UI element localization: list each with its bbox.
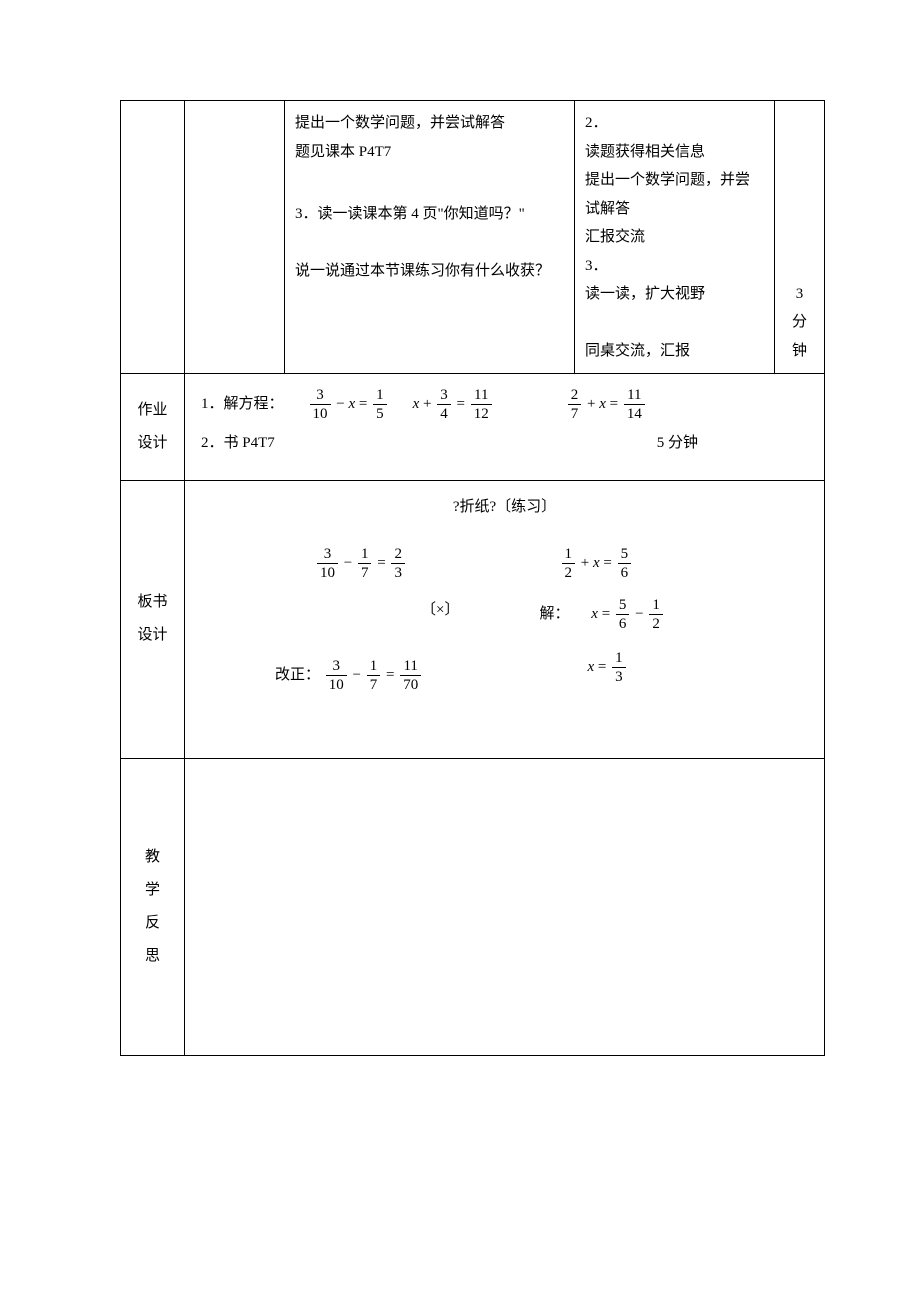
board-title: ?折纸?〔练习〕 [215, 493, 794, 522]
reflection-row: 教 学 反 思 [121, 758, 825, 1055]
hw-line2: 2．书 P4T7 [201, 429, 275, 458]
student-text-4: 汇报交流 [585, 223, 764, 252]
board-content-cell: ?折纸?〔练习〕 310 − 17 = 23 〔×〕 [185, 480, 825, 758]
board-columns: 310 − 17 = 23 〔×〕 改正： 310 [215, 539, 794, 730]
hw-time: 5 分钟 [657, 429, 808, 458]
student-text-5: 3． [585, 252, 764, 281]
correct-label: 改正： [275, 666, 320, 682]
board-label-cell: 板书设计 [121, 480, 185, 758]
homework-label: 作业设计 [131, 394, 174, 460]
student-text-1: 2． [585, 109, 764, 138]
board-left-correct: 改正： 310 − 17 = 1170 [215, 657, 470, 694]
board-right-solve: 解： x = 56 − 12 [540, 596, 795, 633]
student-activity-cell: 2． 读题获得相关信息 提出一个数学问题，并尝试解答 汇报交流 3． 读一读，扩… [575, 101, 775, 374]
reflection-label: 教 学 反 思 [131, 841, 174, 973]
teacher-activity-cell: 提出一个数学问题，并尝试解答 题见课本 P4T7 3．读一读课本第 4 页"你知… [285, 101, 575, 374]
board-label: 板书设计 [131, 586, 174, 652]
solve-label: 解： [540, 606, 570, 622]
row1-label-cell [121, 101, 185, 374]
hw-prefix: 1．解方程： [201, 390, 284, 419]
lesson-plan-table: 提出一个数学问题，并尝试解答 题见课本 P4T7 3．读一读课本第 4 页"你知… [120, 100, 825, 1056]
time-text-1: 3 分钟 [785, 280, 814, 366]
board-right-eq3: x = 13 [588, 649, 795, 686]
board-left-col: 310 − 17 = 23 〔×〕 改正： 310 [215, 539, 470, 730]
homework-label-cell: 作业设计 [121, 374, 185, 481]
activity-row: 提出一个数学问题，并尝试解答 题见课本 P4T7 3．读一读课本第 4 页"你知… [121, 101, 825, 374]
student-text-3: 提出一个数学问题，并尝试解答 [585, 166, 764, 223]
time-cell-1: 3 分钟 [775, 101, 825, 374]
homework-row: 作业设计 1．解方程： 310 − x = 15 x + 34 [121, 374, 825, 481]
teacher-text-2: 题见课本 P4T7 [295, 138, 564, 167]
teacher-text-4: 说一说通过本节课练习你有什么收获？ [295, 257, 564, 286]
board-right-col: 12 + x = 56 解： x = [540, 539, 795, 730]
student-text-2: 读题获得相关信息 [585, 138, 764, 167]
teacher-text-1: 提出一个数学问题，并尝试解答 [295, 109, 564, 138]
reflection-content-cell [185, 758, 825, 1055]
hw-eq1: 310 − x = 15 [308, 386, 389, 423]
hw-eq3: 27 + x = 1114 [566, 386, 647, 423]
board-left-mark: 〔×〕 [215, 596, 470, 625]
homework-content-cell: 1．解方程： 310 − x = 15 x + 34 = 1112 [185, 374, 825, 481]
board-right-eq1: 12 + x = 56 [540, 545, 795, 582]
board-left-eq1: 310 − 17 = 23 [215, 545, 470, 582]
student-text-7: 同桌交流，汇报 [585, 337, 764, 366]
hw-eq2: x + 34 = 1112 [413, 386, 494, 423]
homework-line2-row: 2．书 P4T7 5 分钟 [201, 429, 808, 458]
teacher-text-3: 3．读一读课本第 4 页"你知道吗？" [295, 200, 564, 229]
student-text-6: 读一读，扩大视野 [585, 280, 764, 309]
board-design-row: 板书设计 ?折纸?〔练习〕 310 − 17 = 23 [121, 480, 825, 758]
homework-line1: 1．解方程： 310 − x = 15 x + 34 = 1112 [201, 386, 808, 423]
reflection-label-cell: 教 学 反 思 [121, 758, 185, 1055]
row1-colA [185, 101, 285, 374]
